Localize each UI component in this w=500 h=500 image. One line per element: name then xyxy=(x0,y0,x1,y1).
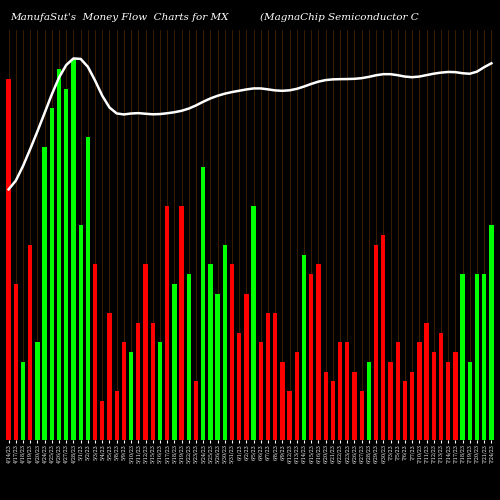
Bar xyxy=(424,323,428,440)
Bar xyxy=(489,225,494,440)
Bar xyxy=(302,254,306,440)
Bar xyxy=(453,352,458,440)
Bar xyxy=(14,284,18,440)
Bar xyxy=(288,391,292,440)
Bar xyxy=(208,264,212,440)
Bar xyxy=(144,264,148,440)
Text: (MagnaChip Semiconductor C: (MagnaChip Semiconductor C xyxy=(260,12,418,22)
Bar xyxy=(273,313,278,440)
Bar xyxy=(266,313,270,440)
Bar xyxy=(338,342,342,440)
Bar xyxy=(129,352,134,440)
Bar xyxy=(482,274,486,440)
Bar xyxy=(158,342,162,440)
Bar xyxy=(165,206,170,440)
Bar xyxy=(72,60,76,440)
Bar xyxy=(258,342,263,440)
Bar xyxy=(230,264,234,440)
Bar xyxy=(201,166,205,440)
Bar xyxy=(324,372,328,440)
Bar xyxy=(6,79,11,440)
Bar xyxy=(439,332,443,440)
Bar xyxy=(108,313,112,440)
Bar xyxy=(186,274,191,440)
Bar xyxy=(64,88,68,440)
Bar xyxy=(432,352,436,440)
Bar xyxy=(222,245,227,440)
Bar xyxy=(352,372,356,440)
Bar xyxy=(36,342,40,440)
Bar xyxy=(93,264,97,440)
Bar xyxy=(360,391,364,440)
Bar xyxy=(366,362,371,440)
Bar xyxy=(475,274,479,440)
Bar xyxy=(150,323,155,440)
Bar xyxy=(78,225,83,440)
Bar xyxy=(244,294,248,440)
Bar xyxy=(309,274,314,440)
Bar xyxy=(136,323,140,440)
Bar xyxy=(28,245,32,440)
Bar xyxy=(468,362,472,440)
Bar xyxy=(396,342,400,440)
Bar xyxy=(180,206,184,440)
Bar xyxy=(410,372,414,440)
Bar xyxy=(381,235,386,440)
Bar xyxy=(237,332,242,440)
Bar xyxy=(114,391,119,440)
Bar xyxy=(388,362,392,440)
Bar xyxy=(330,382,335,440)
Bar xyxy=(374,245,378,440)
Bar xyxy=(316,264,320,440)
Bar xyxy=(194,382,198,440)
Bar xyxy=(460,274,464,440)
Bar xyxy=(57,69,61,440)
Bar xyxy=(21,362,25,440)
Bar xyxy=(42,147,47,440)
Bar xyxy=(345,342,350,440)
Bar xyxy=(294,352,299,440)
Bar xyxy=(417,342,422,440)
Text: ManufaSut's  Money Flow  Charts for MX: ManufaSut's Money Flow Charts for MX xyxy=(10,13,228,22)
Bar xyxy=(100,401,104,440)
Bar xyxy=(50,108,54,440)
Bar xyxy=(216,294,220,440)
Bar xyxy=(122,342,126,440)
Bar xyxy=(446,362,450,440)
Bar xyxy=(172,284,176,440)
Bar xyxy=(403,382,407,440)
Bar xyxy=(252,206,256,440)
Bar xyxy=(280,362,284,440)
Bar xyxy=(86,138,90,440)
